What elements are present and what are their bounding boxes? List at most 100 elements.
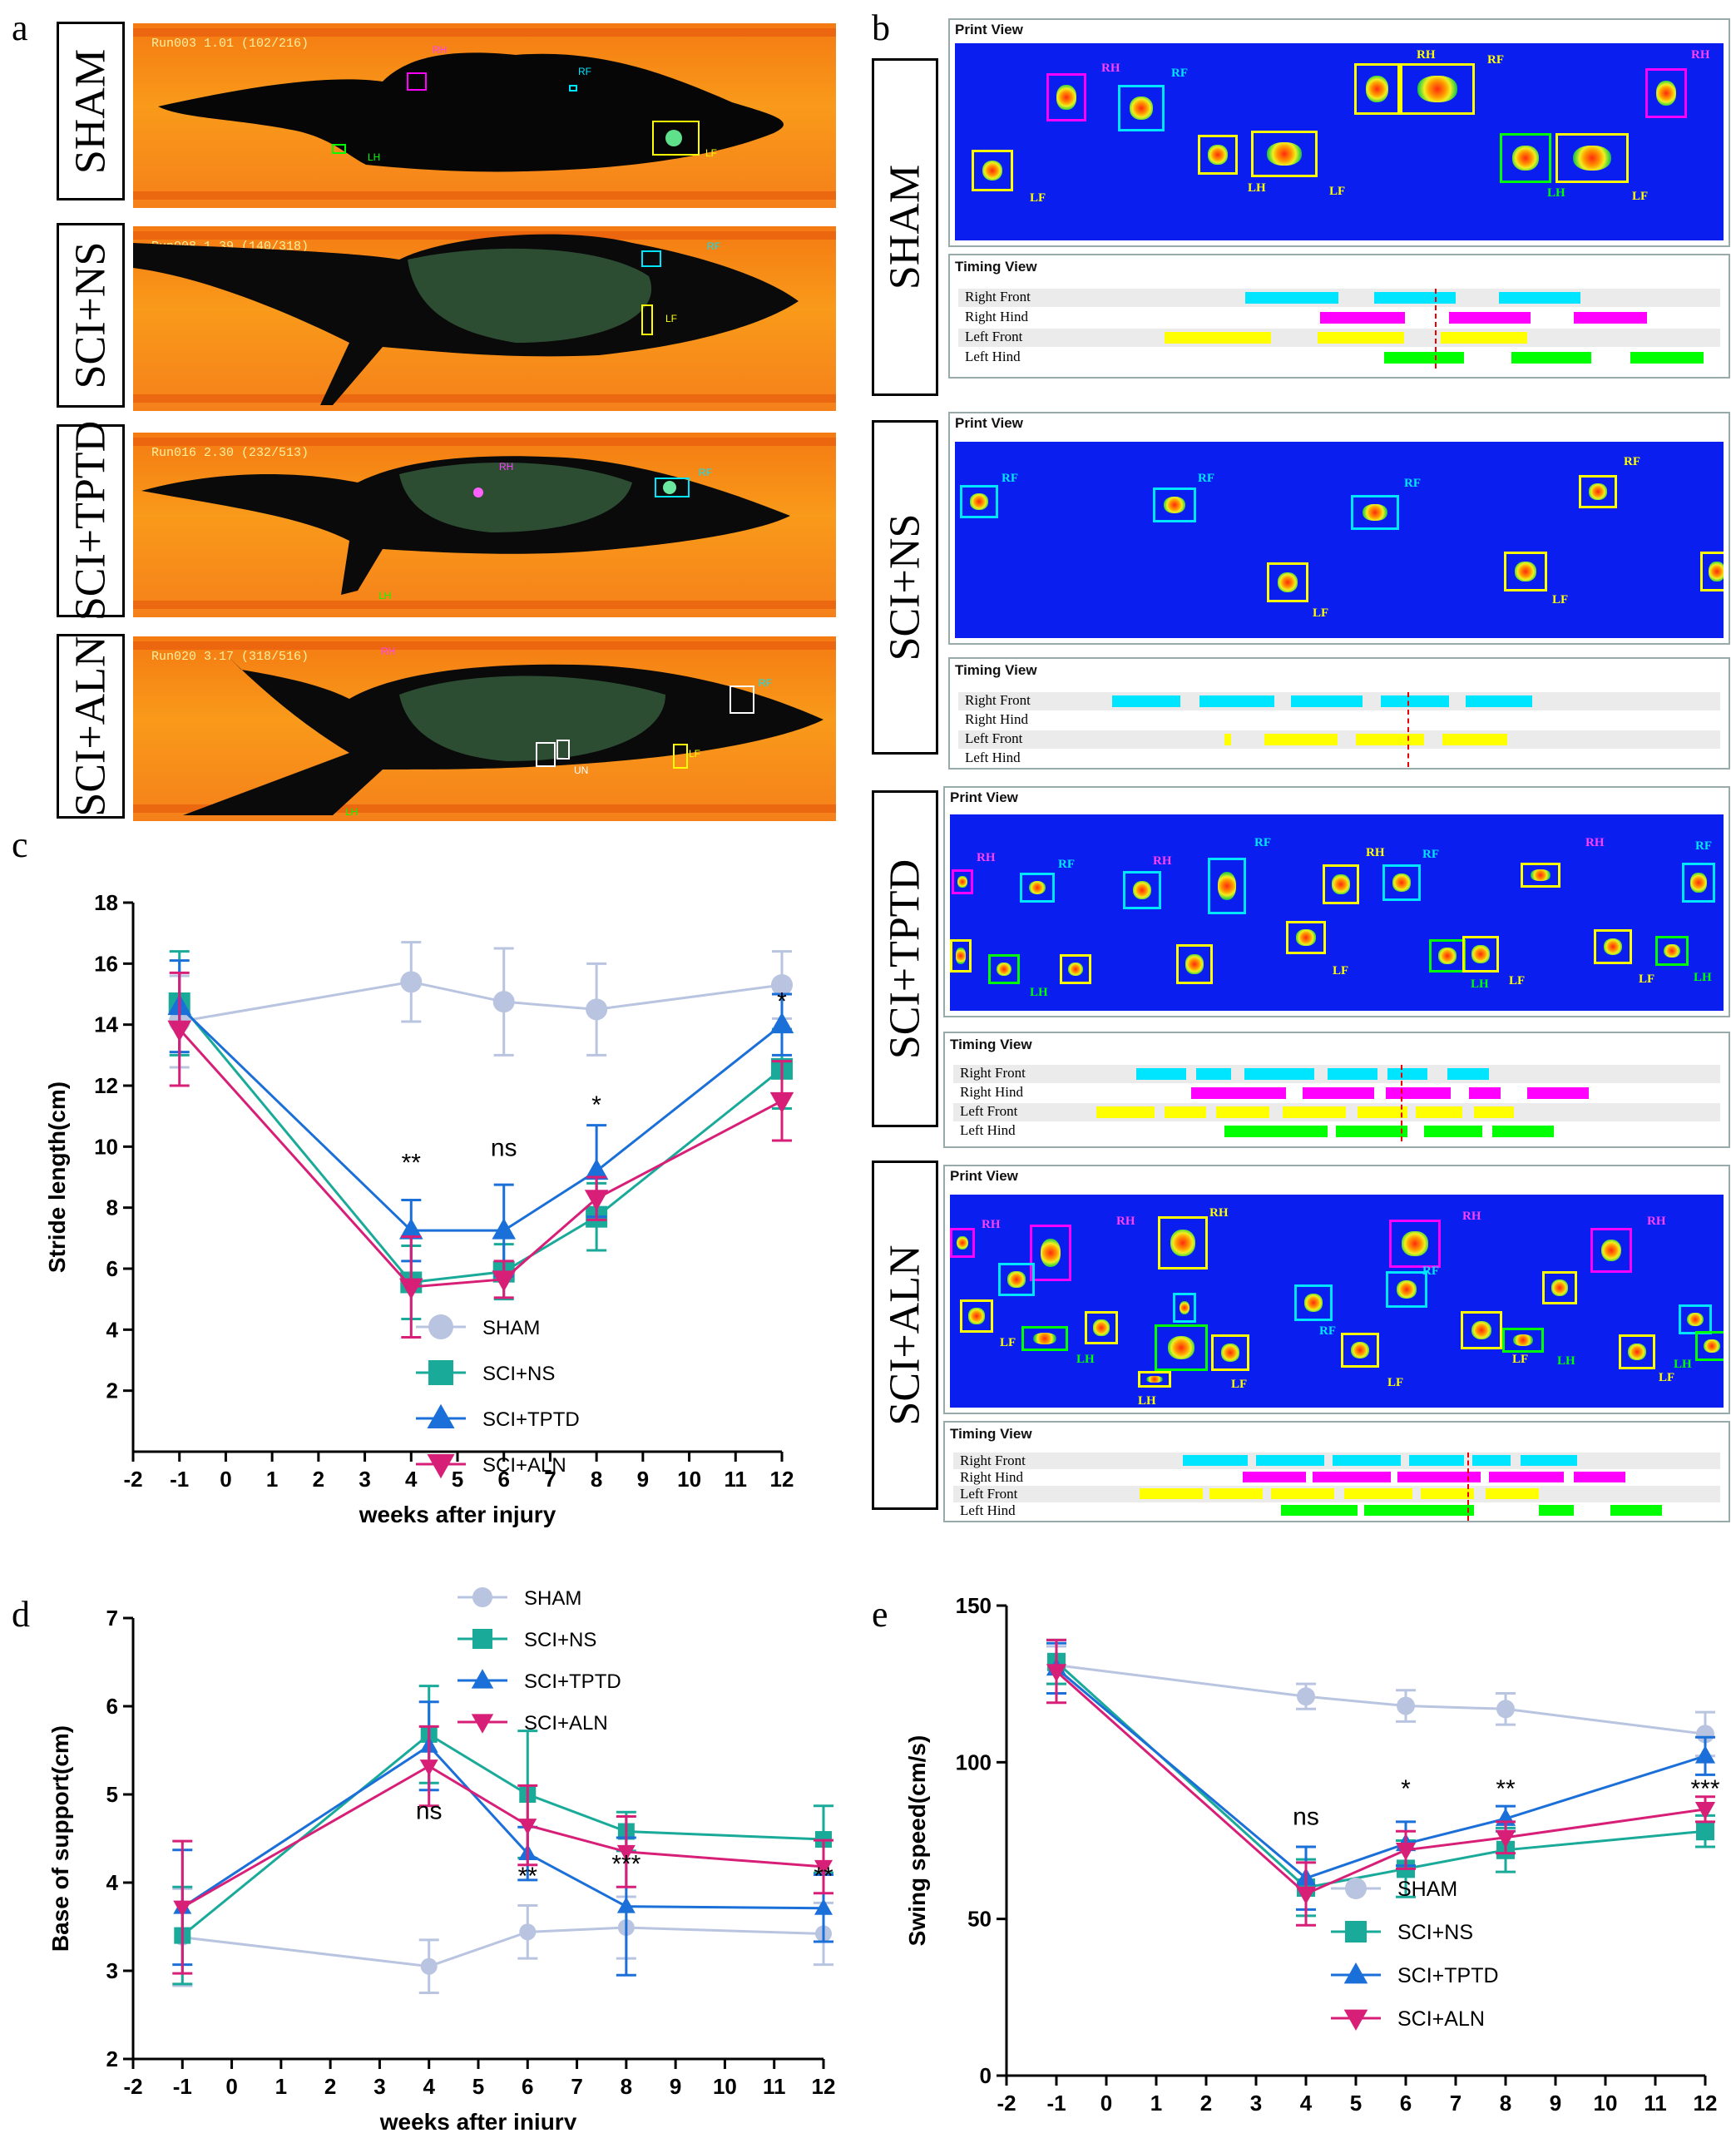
data-point	[519, 1923, 537, 1941]
y-tick-label: 3	[106, 1958, 118, 1983]
paw-tag: RF	[759, 677, 772, 689]
legend-label: SCI+TPTD	[524, 1670, 621, 1693]
x-tick-label: -2	[123, 2074, 142, 2099]
y-tick-label: 150	[956, 1593, 992, 1618]
x-tick-label: 9	[637, 1467, 649, 1492]
footprint-rf	[1153, 487, 1196, 522]
legend-label: SCI+TPTD	[1397, 1964, 1499, 1987]
x-tick-label: 0	[225, 2074, 237, 2099]
significance-label: ***	[1690, 1775, 1719, 1803]
legend-marker	[471, 1714, 494, 1734]
significance-label: *	[591, 1091, 601, 1119]
footprint-lh	[1429, 939, 1466, 972]
data-point	[419, 1759, 438, 1776]
panel-letter-a: a	[12, 7, 28, 48]
footprint-rh	[1123, 871, 1161, 909]
rat-silhouette: RH RF LF LH	[158, 44, 784, 172]
footprint-lh	[1155, 1324, 1208, 1371]
paw-tag: LH	[378, 590, 391, 601]
paw-tag: RH	[433, 44, 447, 56]
paw-tag: LF	[705, 147, 717, 159]
x-tick-label: 0	[220, 1467, 231, 1492]
footprint-area: RH RF RH RF RH RF RH RF LH LF LH LF LF L…	[950, 814, 1724, 1011]
footprint-rh	[1354, 63, 1400, 115]
data-point	[398, 1278, 423, 1299]
significance-label: **	[1496, 1775, 1516, 1803]
x-tick-label: -1	[1046, 2091, 1066, 2116]
x-axis-label: weeks after injury	[359, 1502, 556, 1527]
significance-label: ***	[611, 1850, 640, 1878]
series-line	[1055, 1660, 1706, 1889]
legend-label: SCI+ALN	[482, 1454, 566, 1477]
data-point	[1297, 1687, 1315, 1706]
x-tick-label: 3	[1250, 2091, 1262, 2116]
data-point	[1694, 1802, 1716, 1820]
significance-label: **	[402, 1150, 422, 1177]
footprint-lf	[1461, 1311, 1502, 1349]
data-point	[1696, 1725, 1714, 1744]
footprint-lf	[1341, 1333, 1379, 1368]
data-point	[769, 1012, 794, 1034]
legend-marker	[472, 1629, 492, 1649]
timing-view-sci-ns: Timing View Right Front Right Hind Left …	[948, 657, 1730, 770]
footprint-rh	[1046, 73, 1086, 121]
footprint-rh	[1590, 1228, 1632, 1273]
x-tick-label: -1	[173, 2074, 192, 2099]
panel-letter-d: d	[12, 1594, 30, 1635]
video-frame-sci-tptd: Run016 2.30 (232/513) RH RF LH	[133, 433, 836, 617]
series-line	[1056, 1664, 1706, 1735]
video-frame-sci-ns: Run008 1.39 (140/318) RF LF	[133, 226, 836, 411]
y-axis-label: Base of support(cm)	[47, 1725, 73, 1952]
legend-label: SCI+ALN	[1397, 2007, 1485, 2031]
series-line	[181, 1733, 824, 1937]
paw-tag: RF	[578, 66, 591, 77]
footprint-rf	[1173, 1293, 1196, 1323]
data-point	[398, 1218, 423, 1240]
x-tick-label: 2	[313, 1467, 324, 1492]
timing-view-title: Timing View	[950, 1426, 1032, 1442]
time-cursor[interactable]	[1407, 692, 1409, 767]
footprint-rh	[950, 1228, 975, 1258]
data-point	[1696, 1822, 1714, 1841]
footprint-rf	[1382, 864, 1421, 901]
data-point	[492, 991, 515, 1013]
legend-marker	[427, 1403, 455, 1428]
x-tick-label: 8	[591, 1467, 602, 1492]
group-label-sci-ns: SCI+NS	[872, 420, 938, 755]
footprint-rf	[1542, 1271, 1577, 1304]
print-view-title: Print View	[950, 1168, 1018, 1184]
footprint-lf	[950, 939, 972, 972]
legend-marker	[428, 1314, 453, 1339]
video-frame-sci-aln: Run020 3.17 (318/516) RH RF LF UN LH	[133, 636, 836, 821]
timing-view-title: Timing View	[950, 1037, 1032, 1052]
timing-view-sci-tptd: Timing View Right Front Right Hind Left …	[943, 1032, 1730, 1148]
print-view-sci-ns: Print View RF RF RF RF LF LF	[948, 412, 1730, 645]
time-cursor[interactable]	[1467, 1453, 1469, 1521]
print-view-title: Print View	[955, 415, 1023, 431]
paw-tag: RH	[499, 461, 513, 473]
data-point	[1395, 1843, 1417, 1861]
footprint-lf	[960, 1299, 993, 1333]
x-tick-label: 0	[1100, 2091, 1112, 2116]
x-tick-label: 4	[423, 2074, 435, 2099]
time-cursor[interactable]	[1401, 1065, 1402, 1141]
series-line	[179, 980, 783, 1023]
x-tick-label: 9	[1550, 2091, 1561, 2116]
x-tick-label: 11	[1644, 2091, 1667, 2116]
paw-tag: LF	[689, 748, 700, 760]
paw-tag: RF	[707, 240, 720, 252]
data-point	[814, 1859, 833, 1877]
footprint-lf	[1555, 133, 1629, 183]
group-label-sci-aln: SCI+ALN	[872, 1161, 938, 1510]
legend-label: SHAM	[524, 1587, 581, 1610]
y-axis-label: Stride length(cm)	[44, 1081, 70, 1273]
time-cursor[interactable]	[1435, 289, 1437, 369]
data-point	[586, 998, 608, 1021]
significance-label: **	[518, 1863, 538, 1890]
series-line	[178, 1028, 783, 1289]
x-tick-label: 12	[1694, 2091, 1718, 2116]
print-view-sham: Print View RH RF LF LH LF RH RF LH LF RH	[948, 18, 1730, 247]
footprint-lf	[1267, 562, 1308, 602]
legend-label: SHAM	[482, 1317, 540, 1339]
legend-marker	[1345, 1878, 1367, 1899]
